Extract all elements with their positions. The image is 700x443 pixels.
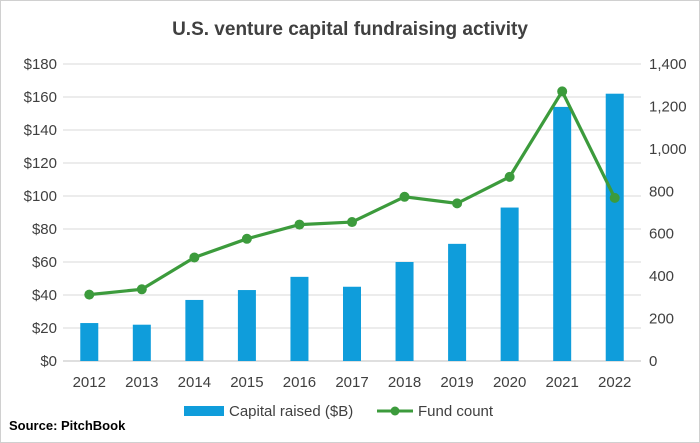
right-y-axis: 0 200 400 600 800 1,000 1,200 1,400 [649,56,687,370]
gridlines [63,63,641,362]
fund-count-point-2014 [189,252,200,263]
chart-title: U.S. venture capital fundraising activit… [172,19,528,40]
right-tick-label: 1,000 [649,141,687,158]
x-tick-label: 2021 [545,374,578,391]
bar-2017 [343,286,361,361]
fund-count-point-2021 [557,86,568,97]
source-note: Source: PitchBook [9,418,126,433]
right-tick-label: 200 [649,311,674,328]
x-tick-label: 2015 [230,374,263,391]
left-tick-label: $20 [32,320,57,337]
fund-count-point-2016 [294,219,305,230]
bar-2012 [80,323,99,361]
left-tick-label: $100 [24,188,57,205]
x-tick-label: 2016 [283,374,316,391]
left-tick-label: $60 [32,254,57,271]
fund-count-point-2015 [241,233,252,244]
right-tick-label: 0 [649,353,657,370]
fund-count-point-2022 [609,192,620,203]
legend: Capital raised ($B) Fund count [184,403,494,420]
left-y-axis: $0 $20 $40 $60 $80 $100 $120 $140 $160 $180 [24,56,57,370]
left-tick-label: $160 [24,89,57,106]
left-tick-label: $140 [24,122,57,139]
bar-2020 [500,207,519,361]
bar-2014 [185,299,204,361]
right-tick-label: 1,400 [649,56,687,73]
legend-label-capital: Capital raised ($B) [229,403,353,420]
x-tick-label: 2019 [440,374,473,391]
x-axis: 2012 2013 2014 2015 2016 2017 2018 2019 2020 2021… [73,374,632,391]
x-tick-label: 2018 [388,374,421,391]
bar-2019 [448,243,467,361]
left-tick-label: $180 [24,56,57,73]
left-tick-label: $120 [24,155,57,172]
bar-series [80,93,624,362]
legend-marker-fund-count [390,406,400,416]
x-tick-label: 2022 [598,374,631,391]
line-series [84,86,620,300]
fund-count-point-2020 [504,171,515,182]
x-tick-label: 2013 [125,374,158,391]
bar-2018 [395,262,414,361]
x-tick-label: 2014 [178,374,211,391]
left-tick-label: $80 [32,221,57,238]
fund-count-point-2018 [399,191,410,202]
left-tick-label: $40 [32,287,57,304]
x-tick-label: 2012 [73,374,106,391]
bar-2022 [605,93,624,361]
right-tick-label: 800 [649,183,674,200]
x-tick-label: 2020 [493,374,526,391]
fund-count-point-2013 [136,284,147,295]
left-tick-label: $0 [40,353,57,370]
bar-2021 [553,106,572,362]
bar-2016 [290,276,309,361]
legend-swatch-capital [184,406,224,416]
x-tick-label: 2017 [335,374,368,391]
fund-count-line [89,89,617,297]
fund-count-point-2012 [84,289,95,300]
fund-count-point-2017 [347,217,357,228]
bar-2013 [132,324,151,361]
fund-count-point-2019 [452,198,463,209]
legend-label-fund-count: Fund count [418,403,494,420]
right-tick-label: 600 [649,226,674,243]
right-tick-label: 400 [649,268,674,285]
right-tick-label: 1,200 [649,98,687,115]
bar-2015 [237,290,256,361]
